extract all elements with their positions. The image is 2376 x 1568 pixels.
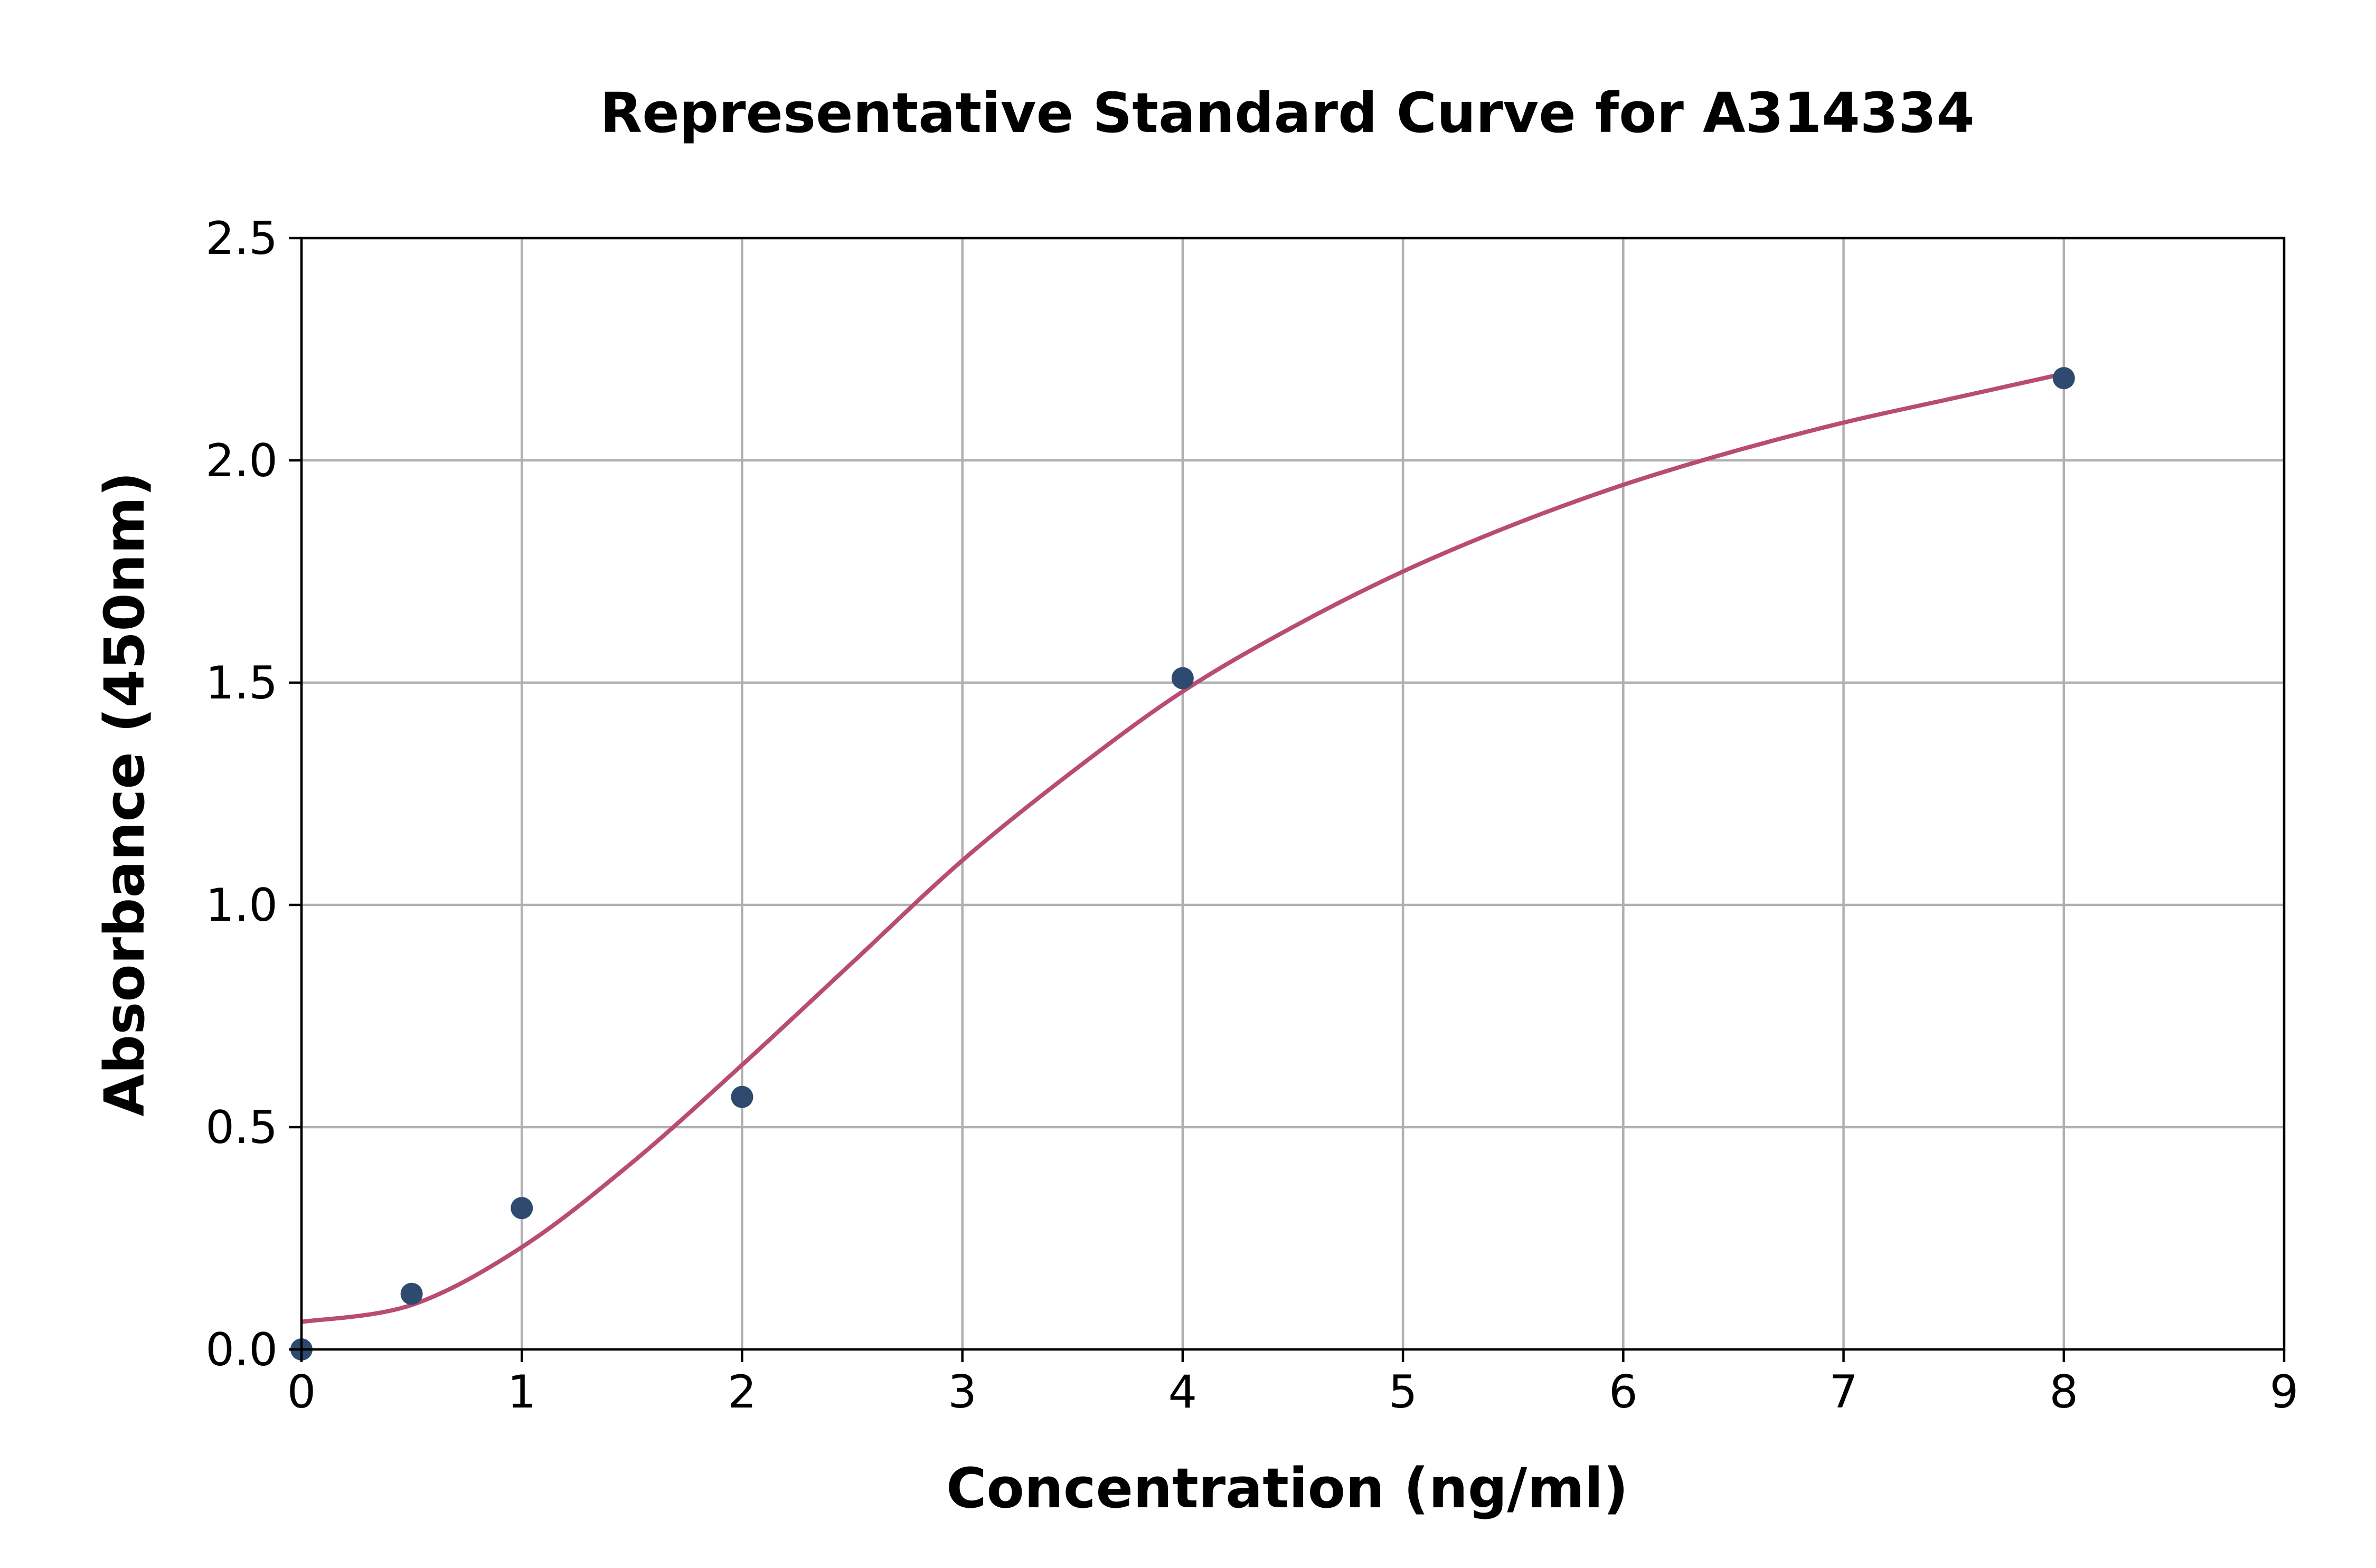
x-tick-label: 2 (728, 1366, 757, 1419)
x-tick-label: 7 (1829, 1366, 1858, 1419)
y-tick-label: 0.0 (205, 1324, 278, 1376)
data-points-layer (290, 367, 2075, 1361)
x-tick-label: 8 (2049, 1366, 2078, 1419)
y-tick-label: 1.5 (205, 657, 278, 710)
y-axis-label: Absorbance (450nm) (92, 471, 157, 1116)
x-axis-label: Concentration (ng/ml) (946, 1456, 1628, 1520)
fitted-curve-line (301, 371, 2064, 1324)
data-point (511, 1197, 533, 1220)
tick-labels: 0 1 2 3 4 5 6 7 8 9 0.0 0.5 1.0 1.5 2.0 2.5 (205, 212, 2298, 1419)
x-tick-label: 3 (948, 1366, 977, 1419)
data-point (1171, 667, 1194, 689)
x-tick-label: 9 (2270, 1366, 2299, 1419)
y-tick-label: 0.5 (205, 1101, 278, 1154)
y-tick-label: 2.0 (205, 434, 278, 487)
y-tick-label: 1.0 (205, 879, 278, 932)
axis-ticks (289, 237, 2286, 1362)
x-tick-label: 1 (507, 1366, 536, 1419)
x-tick-label: 4 (1168, 1366, 1198, 1419)
fitted-curve-layer (301, 371, 2064, 1324)
data-point (731, 1085, 753, 1108)
data-point (400, 1282, 423, 1305)
y-tick-label: 2.5 (205, 212, 278, 265)
x-tick-label: 0 (287, 1366, 316, 1419)
x-tick-label: 5 (1389, 1366, 1418, 1419)
x-tick-label: 6 (1609, 1366, 1638, 1419)
data-point (2052, 367, 2075, 390)
chart-title: Representative Standard Curve for A31433… (600, 81, 1975, 145)
plot-frame (300, 237, 2286, 1351)
